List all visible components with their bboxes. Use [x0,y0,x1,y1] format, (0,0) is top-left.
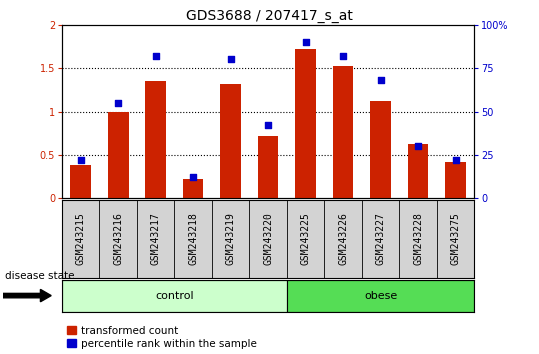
Text: GSM243217: GSM243217 [151,212,161,264]
FancyArrow shape [3,290,51,302]
Point [189,175,197,180]
Text: GSM243215: GSM243215 [75,212,86,264]
Point [151,53,160,59]
Bar [183,179,204,198]
Bar [287,280,474,312]
Text: control: control [155,291,194,301]
Bar [370,101,391,198]
Text: GSM243226: GSM243226 [338,212,348,264]
Point [77,157,85,163]
Point [451,157,460,163]
Text: obese: obese [364,291,397,301]
Text: GSM243227: GSM243227 [376,212,385,264]
Text: GSM243218: GSM243218 [188,212,198,264]
Point [264,122,273,128]
Point [339,53,348,59]
Bar [333,67,354,198]
Bar [146,81,166,198]
Bar [62,280,287,312]
Bar [108,112,128,198]
Text: GSM243220: GSM243220 [263,212,273,264]
Text: GSM243225: GSM243225 [301,212,310,264]
Bar [445,162,466,198]
Text: GSM243216: GSM243216 [113,212,123,264]
Text: GDS3688 / 207417_s_at: GDS3688 / 207417_s_at [186,9,353,23]
Point [114,100,122,105]
Point [301,39,310,45]
Bar [408,144,429,198]
Bar [71,165,91,198]
Point [376,78,385,83]
Point [414,143,423,149]
Text: GSM243275: GSM243275 [451,212,461,264]
Point [226,57,235,62]
Bar [258,136,279,198]
Text: GSM243219: GSM243219 [226,212,236,264]
Legend: transformed count, percentile rank within the sample: transformed count, percentile rank withi… [67,326,257,349]
Text: disease state: disease state [5,272,75,281]
Text: GSM243228: GSM243228 [413,212,423,264]
Bar [295,49,316,198]
Bar [220,84,241,198]
